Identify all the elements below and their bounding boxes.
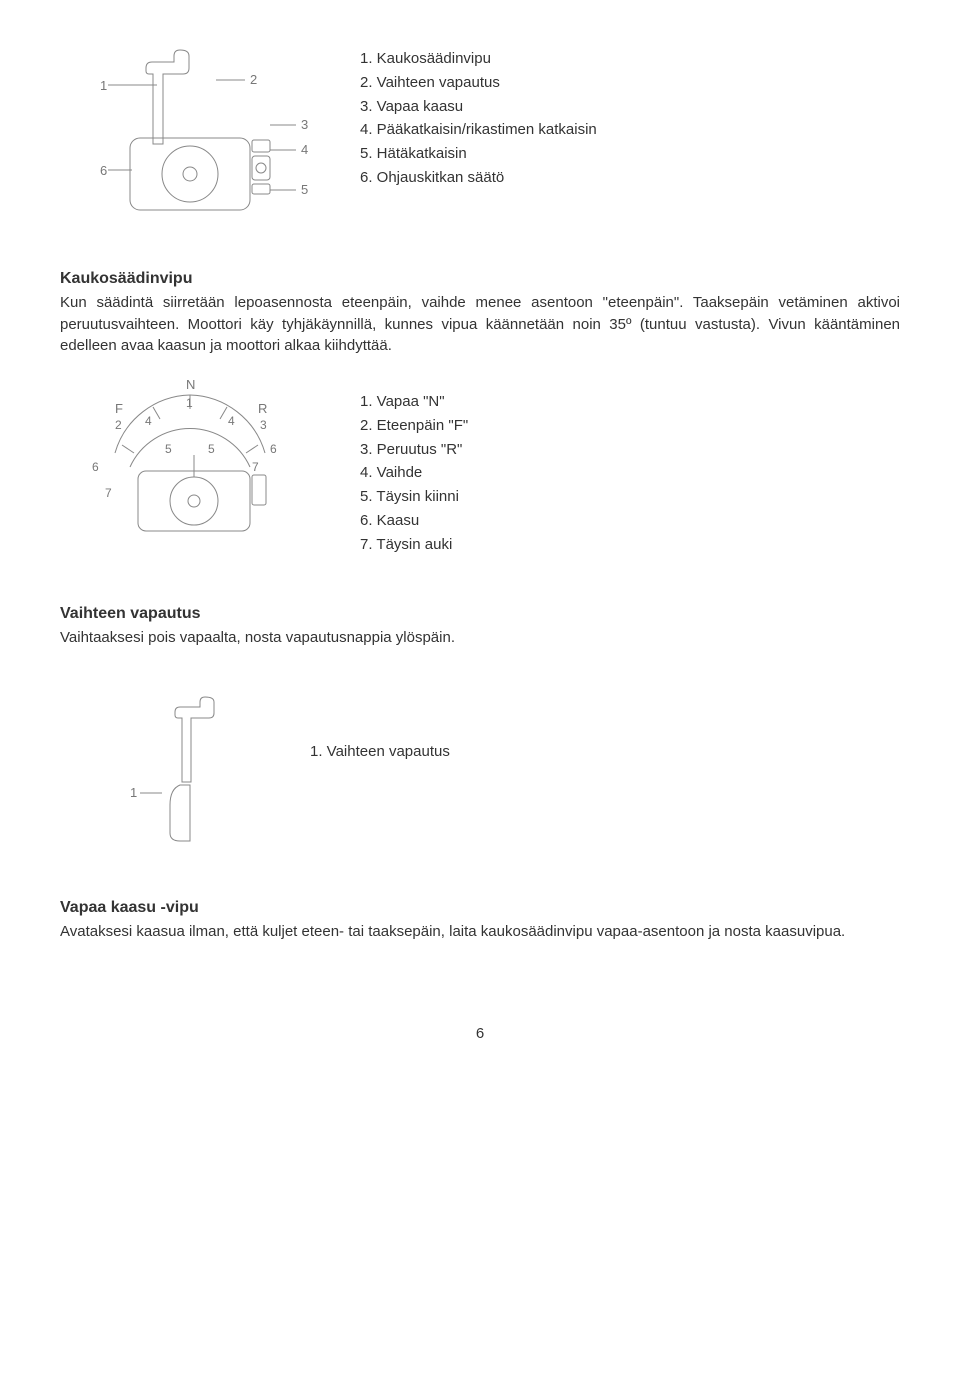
svg-text:3: 3	[260, 418, 267, 432]
page-number: 6	[60, 1023, 900, 1045]
control-diagram: 1 6 2 3 4 5	[60, 40, 320, 237]
svg-text:1: 1	[100, 78, 107, 93]
mid-legend: 1. Vapaa "N" 2. Eteenpäin "F" 3. Peruutu…	[360, 375, 900, 557]
section1-title: Kaukosäädinvipu	[60, 267, 900, 290]
small-section: 1 1. Vaihteen vapautus	[60, 689, 900, 856]
small-caption: 1. Vaihteen vapautus	[310, 741, 900, 763]
legend-item: 2. Eteenpäin "F"	[360, 415, 900, 437]
svg-text:7: 7	[252, 460, 259, 474]
svg-text:1: 1	[186, 396, 193, 410]
svg-text:7: 7	[105, 486, 112, 500]
legend-item: 2. Vaihteen vapautus	[360, 72, 900, 94]
svg-text:2: 2	[115, 418, 122, 432]
mid-section: N 1 F R 2 3 4 4 5 5 6 6 7 7 1. Vapaa "N"…	[60, 375, 900, 572]
legend-item: 1. Vapaa "N"	[360, 391, 900, 413]
svg-text:3: 3	[301, 117, 308, 132]
svg-text:2: 2	[250, 72, 257, 87]
legend-item: 7. Täysin auki	[360, 534, 900, 556]
legend-item: 1. Kaukosäädinvipu	[360, 48, 900, 70]
svg-text:1: 1	[130, 785, 137, 800]
svg-text:R: R	[258, 401, 267, 416]
svg-text:6: 6	[270, 442, 277, 456]
top-legend: 1. Kaukosäädinvipu 2. Vaihteen vapautus …	[360, 40, 900, 191]
section2-title: Vaihteen vapautus	[60, 602, 900, 625]
svg-text:5: 5	[165, 442, 172, 456]
svg-text:4: 4	[301, 142, 308, 157]
legend-item: 3. Vapaa kaasu	[360, 96, 900, 118]
small-caption-col: 1. Vaihteen vapautus	[310, 689, 900, 765]
svg-text:6: 6	[92, 460, 99, 474]
svg-text:4: 4	[228, 414, 235, 428]
svg-text:5: 5	[208, 442, 215, 456]
legend-item: 3. Peruutus "R"	[360, 439, 900, 461]
legend-item: 4. Pääkatkaisin/rikastimen katkaisin	[360, 119, 900, 141]
svg-text:N: N	[186, 377, 195, 392]
legend-item: 4. Vaihde	[360, 462, 900, 484]
section3-title: Vapaa kaasu -vipu	[60, 896, 900, 919]
svg-text:5: 5	[301, 182, 308, 197]
legend-item: 5. Täysin kiinni	[360, 486, 900, 508]
section1-body: Kun säädintä siirretään lepoasennosta et…	[60, 292, 900, 357]
legend-item: 6. Kaasu	[360, 510, 900, 532]
svg-text:F: F	[115, 401, 123, 416]
section2-body: Vaihtaaksesi pois vapaalta, nosta vapaut…	[60, 627, 900, 649]
svg-text:4: 4	[145, 414, 152, 428]
lever-diagram: 1	[110, 689, 270, 856]
svg-text:6: 6	[100, 163, 107, 178]
legend-item: 5. Hätäkatkaisin	[360, 143, 900, 165]
top-section: 1 6 2 3 4 5 1. Kaukosäädinvipu 2. Vaihte…	[60, 40, 900, 237]
section3-body: Avataksesi kaasua ilman, että kuljet ete…	[60, 921, 900, 943]
legend-item: 6. Ohjauskitkan säätö	[360, 167, 900, 189]
range-diagram: N 1 F R 2 3 4 4 5 5 6 6 7 7	[60, 375, 320, 572]
